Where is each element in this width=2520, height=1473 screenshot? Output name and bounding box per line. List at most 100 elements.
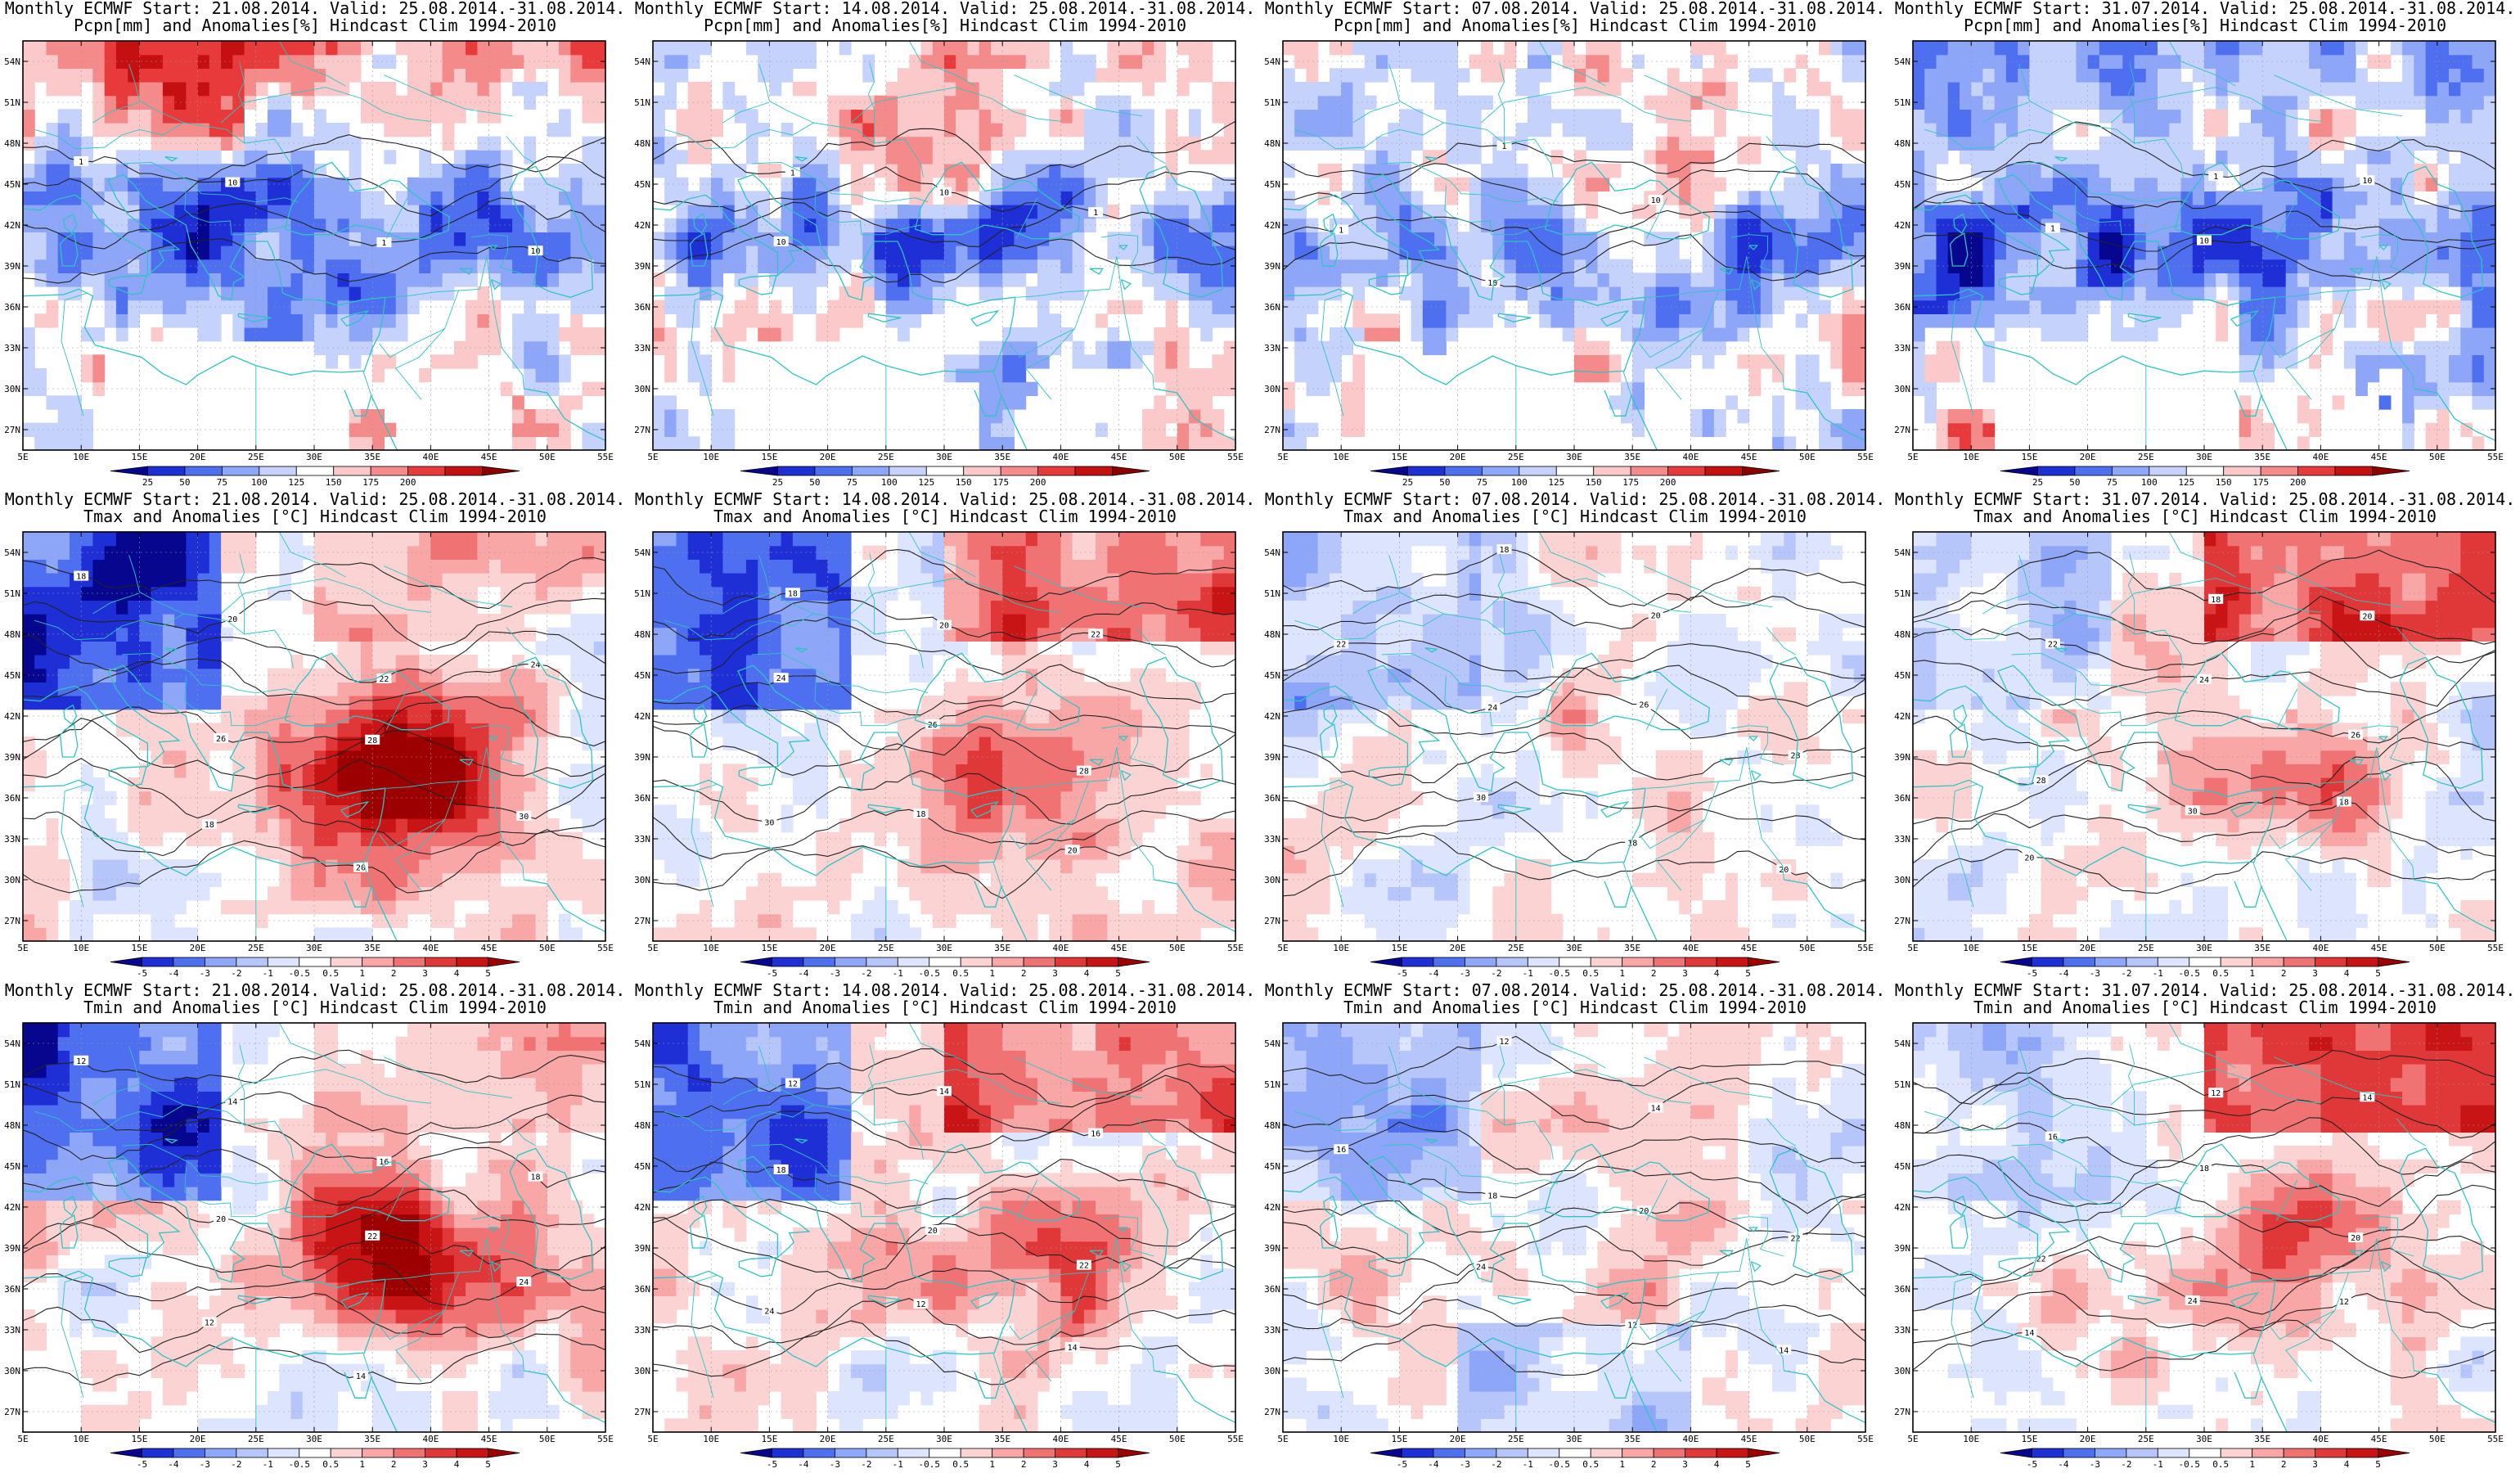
latitude-tick-label: 42N — [634, 711, 650, 722]
longitude-tick-label: 25E — [878, 943, 894, 953]
latitude-tick-label: 51N — [1894, 97, 1910, 108]
contour-label: 12 — [205, 1318, 214, 1327]
anomaly-map: 1 10 1 10 5E 10E 15E 20E 25E 30E 35E 40E 45E 50E 55E 54… — [1894, 40, 2504, 488]
contour-label: 1 — [1093, 209, 1098, 218]
latitude-tick-label: 27N — [4, 1407, 20, 1417]
contour-label: 18 — [531, 1173, 541, 1182]
coastlines — [23, 647, 605, 941]
longitude-tick-label: 40E — [422, 943, 439, 953]
latitude-tick-label: 30N — [1264, 1366, 1280, 1376]
colorbar-label: 4 — [1084, 1459, 1090, 1470]
longitude-tick-label: 5E — [1907, 1434, 1918, 1444]
coastlines — [653, 647, 1235, 941]
colorbar-label: 5 — [485, 968, 491, 979]
latitude-tick-label: 36N — [4, 302, 20, 313]
colorbar-label: -2 — [861, 968, 871, 979]
latitude-tick-label: 33N — [1894, 1325, 1910, 1336]
longitude-tick-label: 25E — [248, 1434, 264, 1444]
latitude-tick-label: 36N — [1264, 302, 1280, 313]
anomaly-map: 1 10 1 10 5E 10E 15E 20E 25E 30E 35E 40E 45E 50E 55E 54… — [4, 40, 614, 488]
colorbar-label: -1 — [893, 968, 903, 979]
contour-label: 28 — [367, 736, 377, 746]
contour-label: 20 — [2351, 1234, 2360, 1243]
contour-label: 14 — [1651, 1104, 1661, 1113]
longitude-tick-label: 10E — [73, 943, 89, 953]
map-panel: Monthly ECMWF Start: 21.08.2014. Valid: … — [0, 491, 630, 982]
longitude-tick-label: 35E — [2254, 943, 2270, 953]
longitude-tick-label: 30E — [936, 943, 952, 953]
colorbar-label: 1 — [989, 968, 995, 979]
latitude-tick-label: 27N — [1264, 916, 1280, 926]
longitude-tick-label: 40E — [1682, 1434, 1699, 1444]
contour-label: 10 — [227, 179, 237, 188]
anomaly-field: 18 20 22 24 26 28 30 18 20 — [1913, 532, 2495, 941]
longitude-tick-label: 50E — [1169, 452, 1186, 462]
colorbar-label: -3 — [2090, 1459, 2100, 1470]
contour-label: 24 — [2188, 1297, 2198, 1306]
colorbar-label: -3 — [200, 968, 210, 979]
country-borders — [34, 41, 536, 450]
colorbar-label: 75 — [1477, 477, 1487, 488]
country-borders — [1294, 41, 1796, 450]
colorbar-label: 5 — [2375, 968, 2381, 979]
colorbar-label: -0.5 — [1549, 968, 1571, 979]
country-borders — [1924, 532, 2426, 941]
latitude-tick-label: 51N — [634, 97, 650, 108]
colorbar-label: -4 — [168, 1459, 179, 1470]
latitude-tick-label: 39N — [1264, 261, 1280, 272]
latitude-tick-label: 39N — [1894, 752, 1910, 763]
longitude-tick-label: 50E — [2429, 943, 2446, 953]
colorbar-label: -1 — [2153, 1459, 2163, 1470]
latitude-tick-label: 33N — [634, 834, 650, 845]
longitude-tick-label: 15E — [2021, 1434, 2037, 1444]
latitude-tick-label: 39N — [1894, 261, 1910, 272]
country-borders — [664, 532, 1166, 941]
longitude-tick-label: 50E — [2429, 1434, 2446, 1444]
longitude-tick-label: 15E — [1391, 452, 1407, 462]
longitude-tick-label: 10E — [703, 1434, 719, 1444]
longitude-tick-label: 30E — [2196, 452, 2212, 462]
longitude-tick-label: 45E — [2371, 943, 2387, 953]
longitude-tick-label: 55E — [2487, 1434, 2504, 1444]
longitude-tick-label: 10E — [73, 1434, 89, 1444]
colorbar-label: 3 — [1682, 968, 1688, 979]
longitude-tick-label: 20E — [820, 1434, 836, 1444]
climatology-contours — [653, 549, 1235, 899]
longitude-tick-label: 15E — [761, 943, 777, 953]
latitude-tick-label: 45N — [634, 179, 650, 190]
panel-header: Monthly ECMWF Start: 07.08.2014. Valid: … — [1264, 489, 1886, 509]
contour-label: 20 — [2362, 612, 2372, 621]
longitude-tick-label: 55E — [1857, 1434, 1874, 1444]
contour-label: 10 — [776, 238, 786, 247]
longitude-tick-label: 50E — [539, 452, 556, 462]
contour-label: 24 — [519, 1278, 529, 1287]
panel-variable: Tmax and Anomalies [°C] Hindcast Clim 19… — [1973, 507, 2437, 526]
latitude-tick-label: 27N — [1894, 1407, 1910, 1417]
colorbar: 25 50 75 100 125 150 175 200 — [110, 466, 520, 488]
contour-label: 14 — [1068, 1344, 1078, 1353]
contour-label: 26 — [216, 735, 226, 744]
climatology-contours — [1283, 142, 1865, 291]
anomaly-map: 1 10 1 10 5E 10E 15E 20E 25E 30E 35E 40E 45E 50E 55E 54… — [634, 40, 1244, 488]
colorbar-label: 0.5 — [322, 1459, 339, 1470]
longitude-tick-label: 20E — [2080, 452, 2096, 462]
colorbar-label: 1 — [359, 1459, 365, 1470]
map-panel: Monthly ECMWF Start: 14.08.2014. Valid: … — [630, 0, 1260, 491]
contour-label: 12 — [916, 1300, 925, 1309]
longitude-tick-label: 35E — [364, 452, 380, 462]
latitude-tick-label: 39N — [1264, 752, 1280, 763]
latitude-tick-label: 27N — [634, 916, 650, 926]
colorbar-label: -4 — [2058, 1459, 2069, 1470]
colorbar-label: 0.5 — [2212, 1459, 2229, 1470]
longitude-tick-label: 20E — [1450, 1434, 1466, 1444]
latitude-tick-label: 27N — [634, 425, 650, 435]
panel-header: Monthly ECMWF Start: 31.07.2014. Valid: … — [1894, 0, 2516, 18]
longitude-tick-label: 20E — [1450, 452, 1466, 462]
contour-label: 18 — [205, 821, 214, 830]
contour-label: 18 — [76, 573, 86, 582]
contour-label: 20 — [1639, 1207, 1649, 1216]
latitude-tick-label: 33N — [4, 834, 20, 845]
latitude-tick-label: 42N — [634, 1202, 650, 1213]
